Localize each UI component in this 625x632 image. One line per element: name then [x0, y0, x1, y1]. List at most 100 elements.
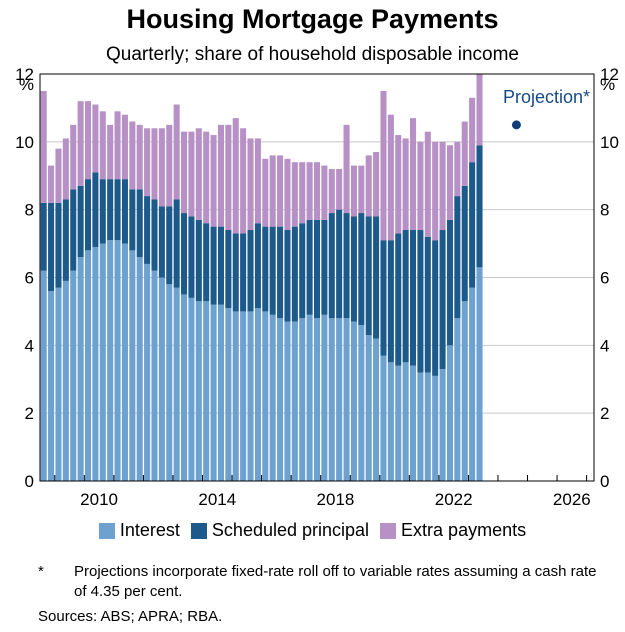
bar-1-33	[284, 230, 291, 322]
bar-2-49	[402, 138, 409, 231]
bar-0-19	[181, 294, 188, 481]
bar-0-30	[262, 311, 269, 481]
bar-0-53	[432, 375, 439, 481]
bar-1-14	[144, 196, 151, 264]
bar-2-19	[181, 131, 188, 214]
bar-2-47	[387, 114, 394, 241]
bar-0-25	[225, 308, 232, 481]
bar-1-30	[262, 226, 269, 312]
chart-canvas: 2010 2014 2018 2022 2026 0 0 2 2 4 4 6 6 8 8 10 10 12 12%%…	[15, 65, 619, 509]
bar-1-25	[225, 230, 232, 309]
bar-1-26	[232, 233, 239, 312]
bar-2-1	[48, 165, 55, 203]
bar-0-10	[114, 240, 121, 481]
x-tick-label: 2010	[80, 490, 118, 509]
bar-0-44	[365, 335, 372, 481]
bar-1-46	[380, 240, 387, 356]
bar-2-0	[40, 90, 47, 203]
bar-0-16	[158, 277, 165, 481]
bar-1-39	[328, 213, 335, 319]
bar-1-41	[343, 213, 350, 319]
bar-0-58	[469, 287, 476, 481]
bar-2-2	[55, 148, 62, 203]
bar-2-18	[173, 104, 180, 200]
bar-0-59	[476, 267, 483, 481]
bar-2-13	[136, 124, 143, 190]
sources-note: Sources: ABS; APRA; RBA.	[38, 608, 223, 625]
bar-0-40	[336, 318, 343, 481]
bar-2-43	[358, 165, 365, 214]
bar-0-1	[48, 291, 55, 481]
bar-1-59	[476, 145, 483, 268]
bar-2-8	[99, 111, 106, 180]
bar-1-29	[254, 223, 261, 309]
bar-2-44	[365, 155, 372, 217]
bar-2-41	[343, 124, 350, 214]
bar-1-32	[277, 226, 284, 319]
bar-2-54	[439, 141, 446, 231]
bar-0-35	[299, 318, 306, 481]
bar-1-23	[210, 226, 217, 305]
y-tick-label-right: 10	[600, 133, 619, 152]
y-tick-label-left: 0	[25, 472, 34, 491]
bar-1-24	[217, 226, 225, 305]
bar-1-27	[240, 233, 247, 312]
bar-0-0	[40, 270, 47, 481]
bar-1-58	[469, 162, 476, 288]
bar-1-40	[336, 209, 343, 319]
bar-2-32	[277, 155, 284, 227]
bar-2-9	[107, 124, 114, 180]
bar-2-24	[217, 124, 225, 227]
bar-1-47	[387, 240, 394, 363]
bar-0-45	[373, 338, 380, 481]
bar-0-55	[446, 345, 453, 481]
bar-0-26	[232, 311, 239, 481]
bar-0-46	[380, 355, 387, 481]
bar-0-49	[402, 362, 409, 481]
bar-2-34	[291, 162, 298, 227]
bar-0-3	[62, 280, 69, 481]
y-tick-label-right: 8	[600, 201, 609, 220]
bar-1-48	[395, 233, 402, 366]
bar-0-42	[350, 321, 357, 481]
bar-1-35	[299, 223, 306, 319]
footnote-mark: *	[38, 563, 44, 580]
legend-label-interest: Interest	[119, 520, 180, 540]
bar-0-20	[188, 297, 195, 481]
bar-0-39	[328, 318, 335, 481]
bar-2-14	[144, 128, 151, 197]
bar-2-33	[284, 158, 291, 231]
legend-label-extra-payments: Extra payments	[401, 520, 527, 540]
bar-2-46	[380, 90, 387, 241]
chart-title: Housing Mortgage Payments	[126, 4, 499, 34]
bar-1-44	[365, 216, 372, 336]
bar-2-23	[210, 135, 217, 227]
bar-1-38	[321, 219, 328, 315]
bar-2-11	[121, 114, 128, 180]
bar-0-43	[358, 324, 365, 481]
bar-1-12	[129, 189, 136, 251]
bar-2-45	[373, 152, 380, 217]
footnote-text: Projections incorporate fixed-rate roll …	[74, 563, 597, 600]
y-tick-label-right: 6	[600, 269, 609, 288]
bar-1-9	[107, 179, 114, 241]
y-tick-label-left: 12	[15, 65, 34, 84]
bar-2-51	[417, 141, 424, 231]
bar-1-50	[409, 230, 417, 366]
x-tick-label: 2014	[198, 490, 236, 509]
bar-1-56	[454, 196, 461, 319]
bar-2-50	[409, 118, 417, 231]
bar-1-21	[195, 219, 202, 302]
bar-2-38	[321, 165, 328, 220]
bar-0-13	[136, 257, 143, 481]
bar-1-17	[166, 206, 173, 285]
bar-2-56	[454, 141, 461, 197]
y-tick-label-right: 0	[600, 472, 609, 491]
footnote: * Projections incorporate fixed-rate rol…	[38, 562, 598, 602]
bar-0-50	[409, 365, 417, 481]
bar-2-59	[476, 74, 483, 146]
bar-1-51	[417, 230, 424, 373]
bar-0-54	[439, 369, 446, 481]
bar-1-15	[151, 199, 158, 271]
bar-0-24	[217, 304, 225, 481]
